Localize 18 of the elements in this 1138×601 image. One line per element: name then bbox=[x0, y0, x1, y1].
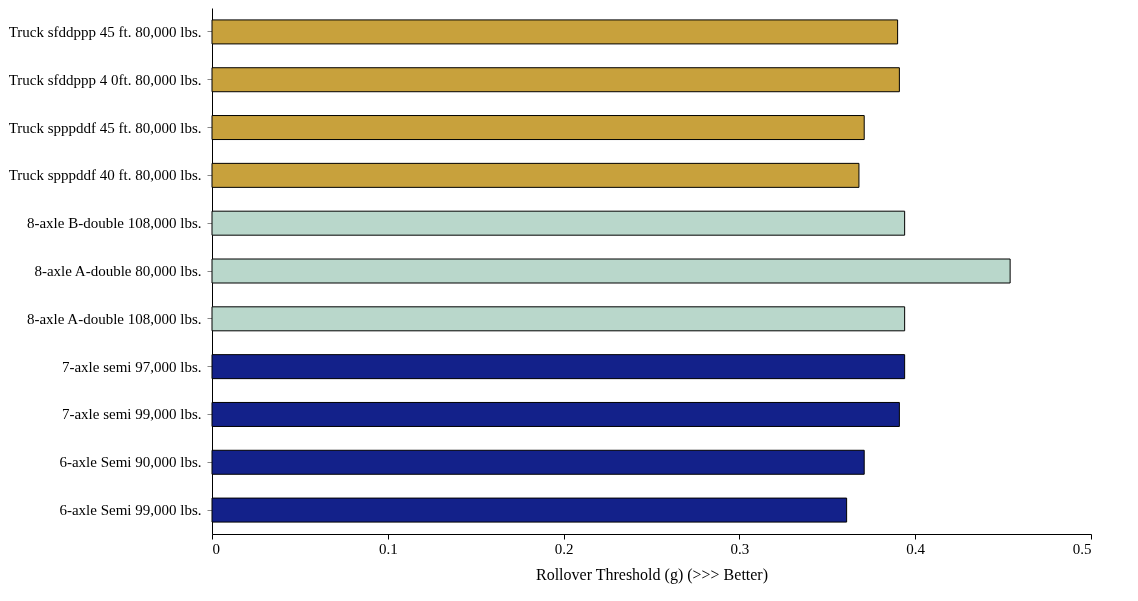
x-tick-label: 0.4 bbox=[906, 540, 926, 557]
y-tick-label: 8-axle A-double 108,000 lbs. bbox=[26, 310, 202, 327]
y-tick-label: Truck sfddppp 4 0ft. 80,000 lbs. bbox=[8, 71, 202, 88]
y-tick-label: 8-axle B-double 108,000 lbs. bbox=[26, 215, 202, 232]
y-tick-label: 7-axle semi 99,000 lbs. bbox=[61, 406, 202, 423]
x-tick-label: 0.5 bbox=[1072, 540, 1092, 557]
y-tick-label: 6-axle Semi 99,000 lbs. bbox=[59, 502, 202, 519]
x-tick-label: 0.2 bbox=[554, 540, 574, 557]
y-tick-label: Truck sfddppp 45 ft. 80,000 lbs. bbox=[8, 23, 202, 40]
y-tick-label: 6-axle Semi 90,000 lbs. bbox=[59, 454, 202, 471]
y-tick-label: 8-axle A-double 80,000 lbs. bbox=[34, 263, 202, 279]
x-axis-title: Rollover Threshold (g) (>>> Better) bbox=[535, 565, 769, 584]
x-tick-label: 0.1 bbox=[378, 540, 398, 557]
x-tick-label: 0 bbox=[212, 540, 220, 557]
y-tick-label: Truck spppddf 45 ft. 80,000 lbs. bbox=[8, 119, 202, 136]
y-tick-label: 7-axle semi 97,000 lbs. bbox=[61, 358, 202, 375]
y-tick-label: Truck spppddf 40 ft. 80,000 lbs. bbox=[8, 167, 202, 184]
x-tick-label: 0.3 bbox=[730, 540, 750, 557]
